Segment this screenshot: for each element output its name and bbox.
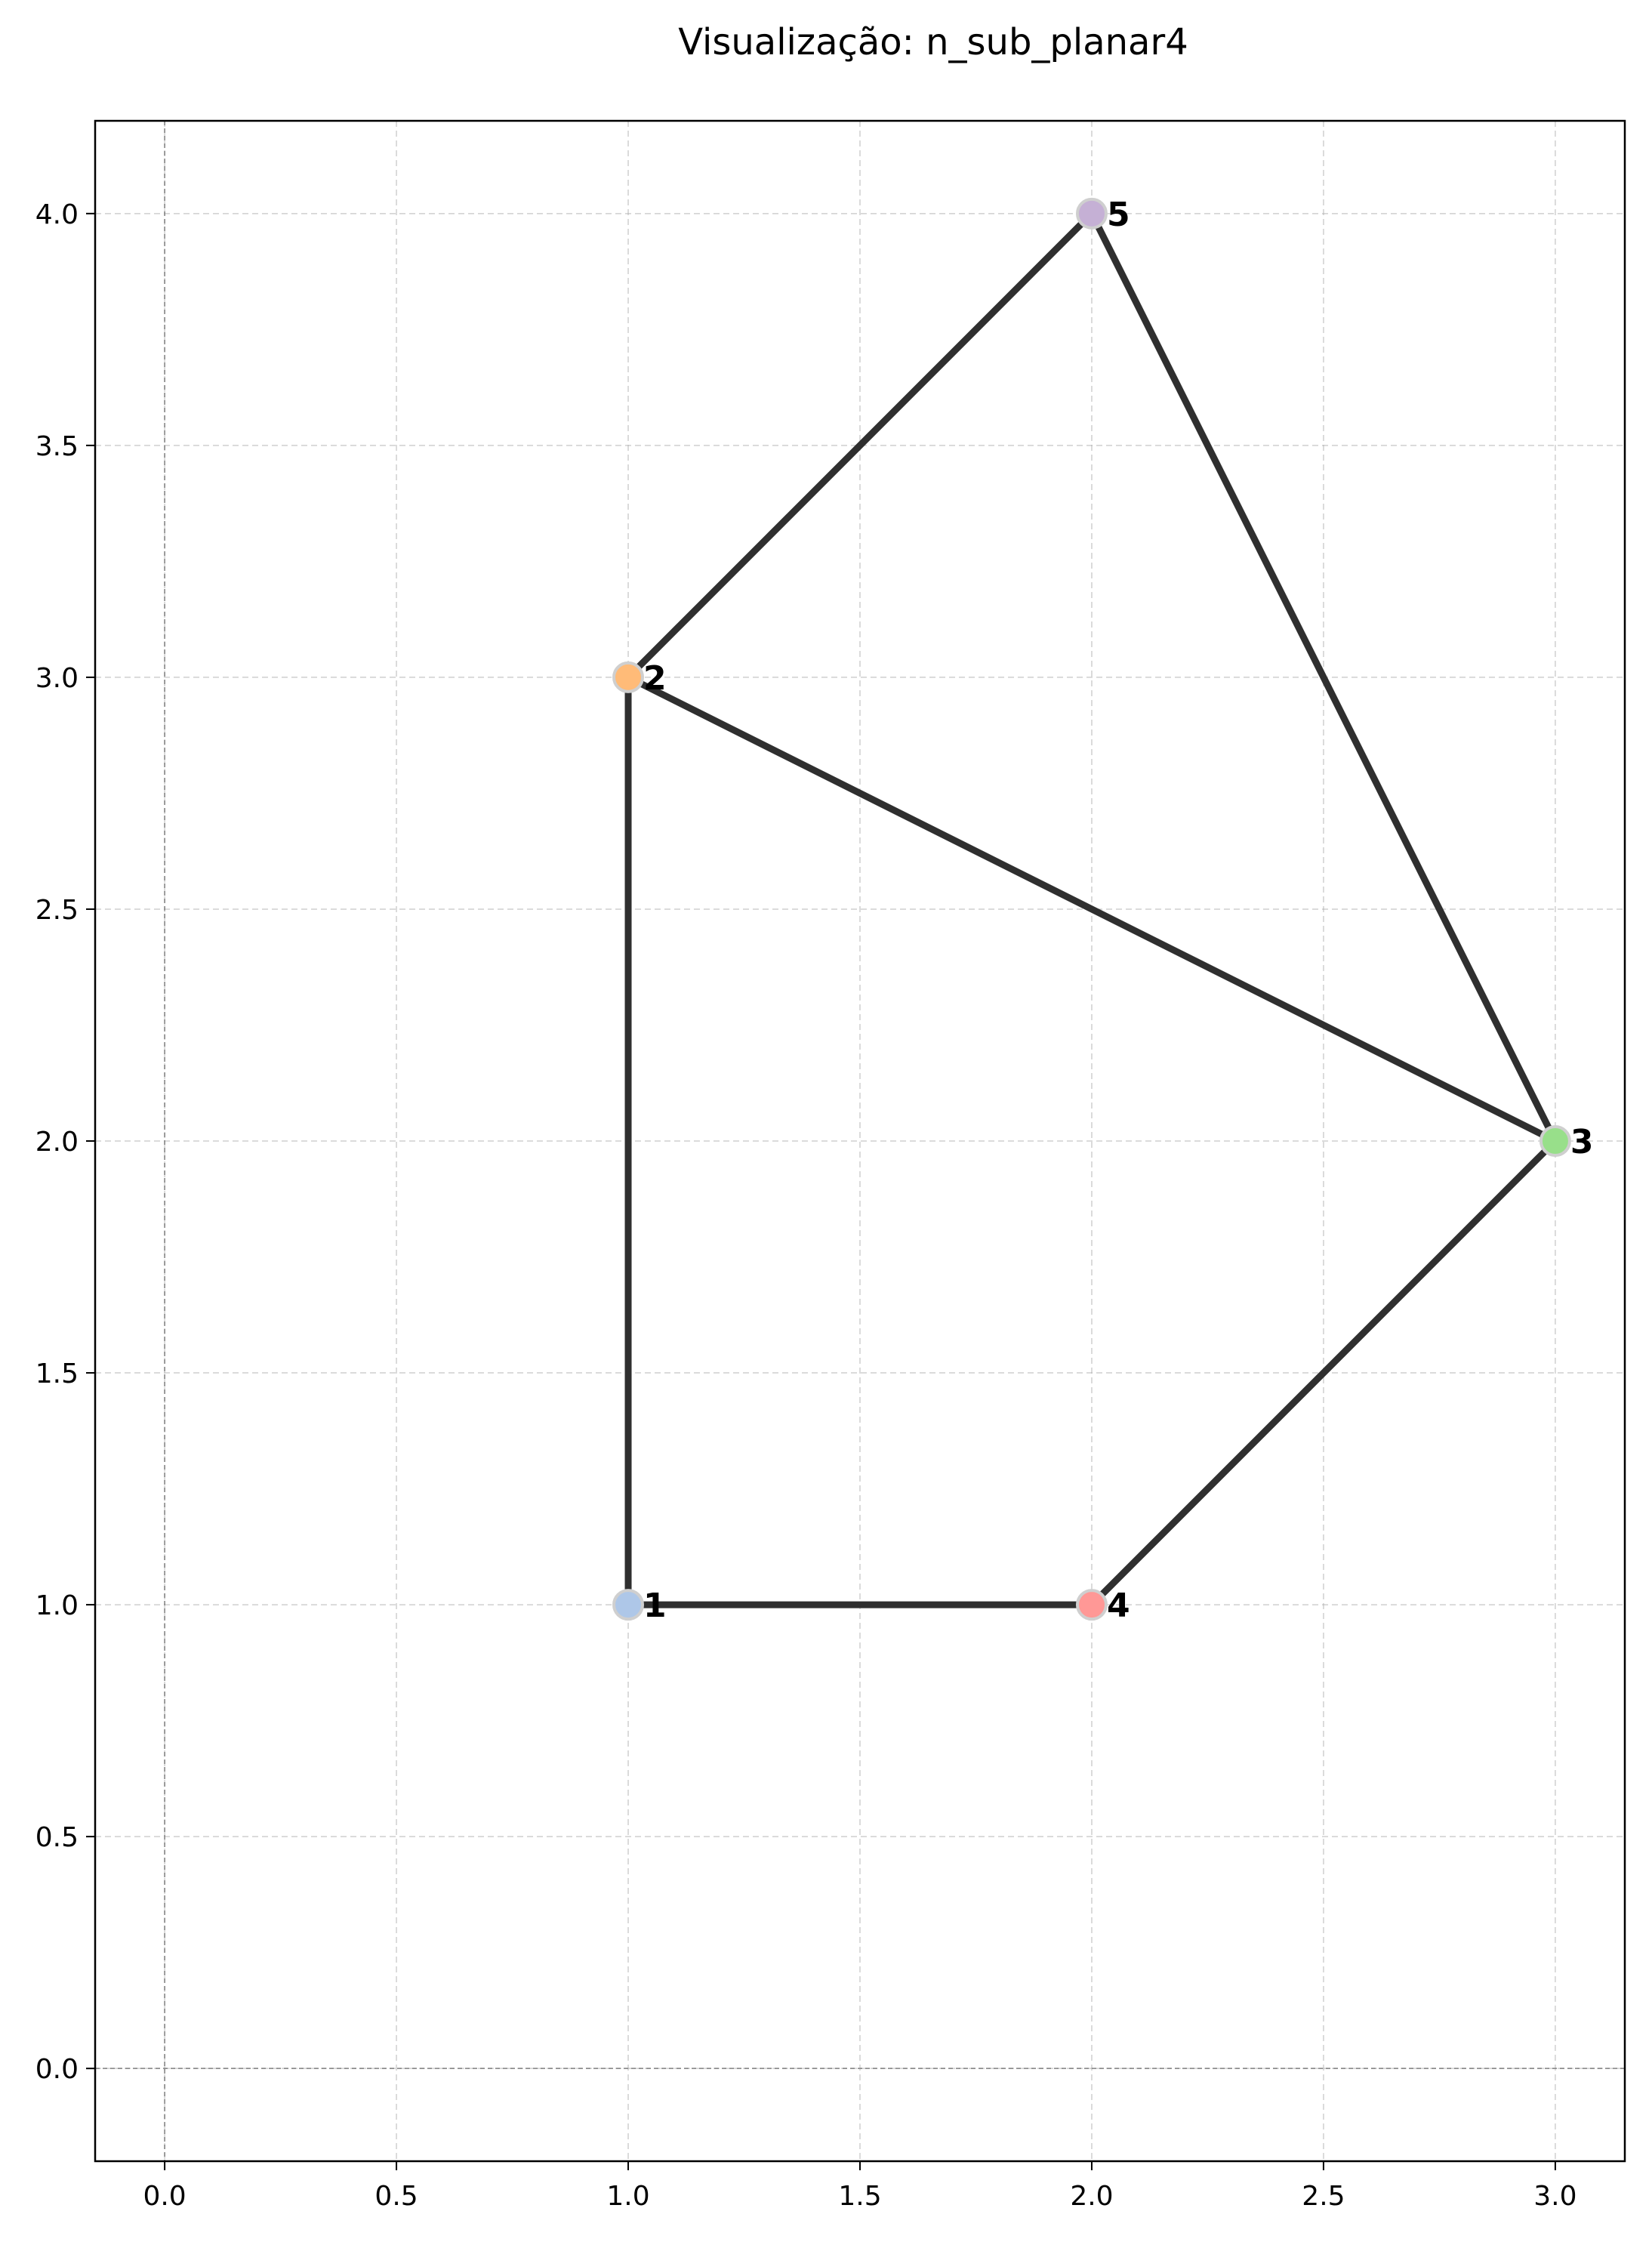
x-tick-label: 2.0	[1070, 2181, 1113, 2212]
node-label-4: 4	[1107, 1587, 1130, 1625]
y-tick-label: 3.0	[35, 663, 79, 694]
node-2	[612, 661, 645, 693]
axes: 0.0 0.5 1.0 1.5 2.0 2.5 3.0 0.0 0.5 1.0 1.5 2.0 2.5 3…	[35, 199, 1577, 2212]
chart-title: Visualização: n_sub_planar4	[678, 21, 1188, 63]
x-tick-label: 3.0	[1533, 2181, 1576, 2212]
plot-frame	[94, 119, 1626, 2163]
y-tick-label: 0.0	[35, 2054, 79, 2085]
node-label-3: 3	[1570, 1123, 1594, 1161]
node-4	[1075, 1589, 1108, 1621]
edge-2-5	[624, 210, 1096, 681]
y-tick-label: 2.5	[35, 895, 79, 926]
x-tick-label: 1.0	[606, 2181, 649, 2212]
y-tick-label: 4.0	[35, 199, 79, 230]
node-3	[1539, 1125, 1571, 1157]
node-label-2: 2	[643, 659, 667, 698]
y-tick-label: 2.0	[35, 1127, 79, 1158]
node-label-1: 1	[643, 1587, 667, 1625]
node-label-5: 5	[1107, 196, 1130, 234]
edge-3-4	[1088, 1137, 1559, 1608]
y-tick-label: 0.5	[35, 1822, 79, 1853]
node-1	[612, 1589, 645, 1621]
x-tick-label: 2.5	[1302, 2181, 1345, 2212]
x-tick-label: 0.5	[374, 2181, 418, 2212]
grid	[95, 121, 1625, 2161]
nodes: 1 2 3 4 5	[612, 196, 1594, 1625]
y-tick-label: 1.0	[35, 1590, 79, 1621]
y-tick-label: 1.5	[35, 1358, 79, 1389]
edge-3-5	[1088, 210, 1559, 1145]
x-tick-label: 1.5	[838, 2181, 881, 2212]
edge-2-3	[624, 674, 1559, 1145]
x-tick-label: 0.0	[143, 2181, 186, 2212]
y-tick-label: 3.5	[35, 431, 79, 462]
node-5	[1075, 197, 1108, 230]
edges	[624, 210, 1559, 1608]
